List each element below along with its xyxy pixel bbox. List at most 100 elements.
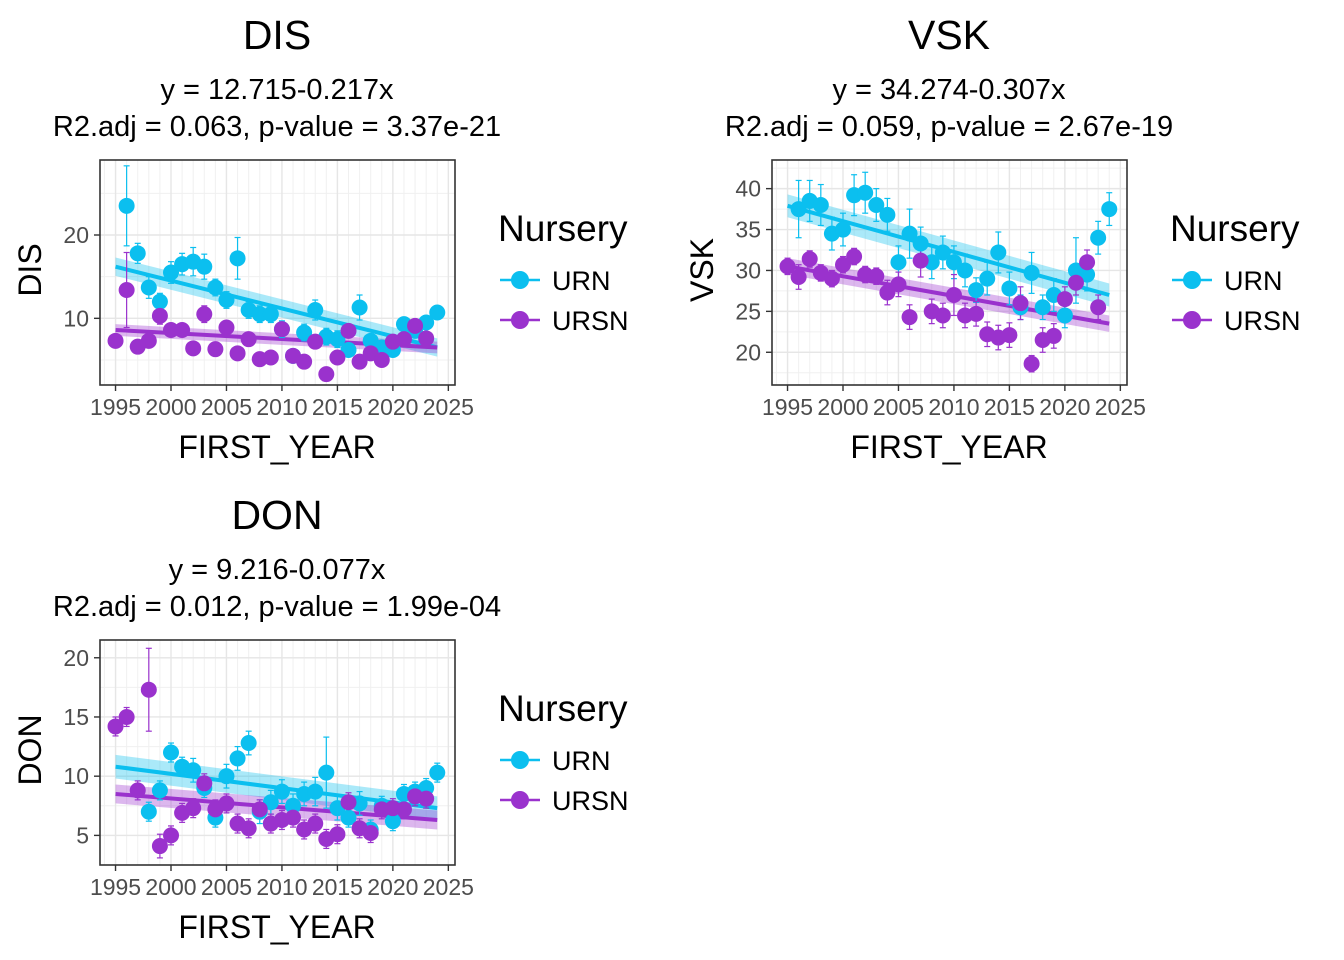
data-point-ursn [307, 815, 324, 832]
data-point-urn [957, 262, 974, 279]
data-point-urn [912, 235, 929, 252]
don-plot-svg: DON y = 9.216-0.077x R2.adj = 0.012, p-v… [12, 492, 629, 945]
legend-key-ursn-marker [1183, 311, 1201, 329]
data-point-urn [251, 306, 268, 323]
data-point-urn [285, 797, 302, 814]
x-tick-label: 2010 [928, 394, 979, 420]
vsk-plot-svg: VSK y = 34.274-0.307x R2.adj = 0.059, p-… [684, 12, 1301, 465]
data-point-ursn [240, 331, 257, 348]
data-point-ursn [318, 366, 335, 383]
data-point-urn [990, 244, 1007, 261]
data-point-urn [262, 306, 279, 323]
data-point-urn [318, 764, 335, 781]
data-point-ursn [395, 331, 412, 348]
data-point-urn [151, 293, 168, 310]
x-tick-label: 2005 [201, 394, 252, 420]
data-point-ursn [868, 268, 885, 285]
data-point-ursn [207, 341, 224, 358]
x-tick-label: 2000 [145, 394, 196, 420]
data-point-ursn [395, 801, 412, 818]
data-point-ursn [118, 708, 135, 725]
data-point-ursn [823, 270, 840, 287]
data-point-ursn [407, 317, 424, 334]
data-point-ursn [273, 321, 290, 338]
data-point-ursn [790, 269, 807, 285]
data-point-urn [1001, 280, 1018, 297]
plot-title: DON [231, 492, 322, 538]
vsk-plot-panel: VSK y = 34.274-0.307x R2.adj = 0.059, p-… [672, 0, 1344, 480]
dis-plot-panel: DIS y = 12.715-0.217x R2.adj = 0.063, p-… [0, 0, 672, 480]
x-tick-label: 2015 [984, 394, 1035, 420]
data-point-ursn [934, 307, 951, 324]
legend: Nursery URN URSN [498, 208, 629, 336]
data-point-ursn [901, 309, 918, 326]
data-point-ursn [118, 282, 135, 298]
data-point-urn [1090, 229, 1107, 246]
y-tick-label: 20 [735, 339, 761, 365]
data-point-urn [340, 809, 357, 826]
data-point-urn [857, 184, 874, 201]
x-tick-label: 2005 [201, 874, 252, 900]
legend-title: Nursery [1170, 208, 1300, 249]
legend-label-urn: URN [1224, 266, 1283, 296]
data-point-urn [934, 244, 951, 261]
data-point-ursn [296, 353, 313, 370]
legend-label-ursn: URSN [552, 786, 629, 816]
data-point-ursn [1067, 274, 1084, 291]
data-point-urn [229, 750, 246, 767]
data-point-urn [218, 768, 235, 785]
data-point-ursn [196, 775, 213, 792]
data-point-ursn [174, 322, 191, 338]
x-tick-label: 1995 [90, 394, 141, 420]
data-point-ursn [351, 353, 368, 370]
x-tick-label: 2020 [1039, 394, 1090, 420]
data-point-ursn [801, 251, 818, 267]
legend-key-urn-marker [511, 271, 529, 289]
data-point-urn [207, 279, 224, 296]
data-point-ursn [968, 305, 985, 322]
data-point-ursn [779, 258, 796, 275]
data-point-ursn [418, 790, 435, 807]
data-point-urn [296, 324, 313, 341]
x-tick-label: 2015 [312, 874, 363, 900]
data-point-ursn [218, 319, 235, 336]
x-tick-label: 2000 [145, 874, 196, 900]
plot-equation: y = 12.715-0.217x [161, 74, 394, 106]
legend-title: Nursery [498, 688, 628, 729]
x-tick-label: 2025 [1095, 394, 1146, 420]
data-point-ursn [1023, 355, 1040, 372]
data-point-ursn [945, 287, 962, 303]
y-axis-title: VSK [684, 238, 720, 302]
x-axis-title: FIRST_YEAR [178, 429, 375, 465]
plot-equation: y = 9.216-0.077x [169, 554, 386, 586]
y-tick-label: 35 [735, 217, 761, 243]
data-point-urn [901, 225, 918, 242]
legend-label-ursn: URSN [1224, 306, 1301, 336]
y-tick-label: 25 [735, 298, 761, 324]
data-point-ursn [307, 333, 324, 350]
data-point-ursn [185, 340, 202, 357]
y-tick-label: 20 [63, 645, 89, 671]
data-point-ursn [229, 345, 246, 362]
data-point-ursn [362, 825, 379, 842]
data-point-urn [879, 206, 896, 223]
data-point-urn [240, 735, 257, 752]
data-point-urn [790, 201, 807, 218]
data-point-urn [163, 744, 179, 761]
data-point-ursn [879, 284, 896, 301]
x-tick-label: 1995 [762, 394, 813, 420]
x-tick-label: 2000 [817, 394, 868, 420]
data-point-ursn [1045, 327, 1062, 344]
legend-label-urn: URN [552, 266, 611, 296]
plot-stats: R2.adj = 0.063, p-value = 3.37e-21 [53, 111, 501, 143]
data-point-ursn [140, 332, 157, 349]
legend-key-urn-marker [511, 751, 529, 769]
data-point-ursn [240, 820, 257, 837]
legend-title: Nursery [498, 208, 628, 249]
legend-label-urn: URN [552, 746, 611, 776]
data-point-ursn [1090, 299, 1107, 316]
data-point-urn [273, 783, 290, 800]
y-tick-label: 15 [63, 704, 89, 730]
data-point-ursn [262, 349, 279, 366]
data-point-ursn [373, 352, 390, 368]
